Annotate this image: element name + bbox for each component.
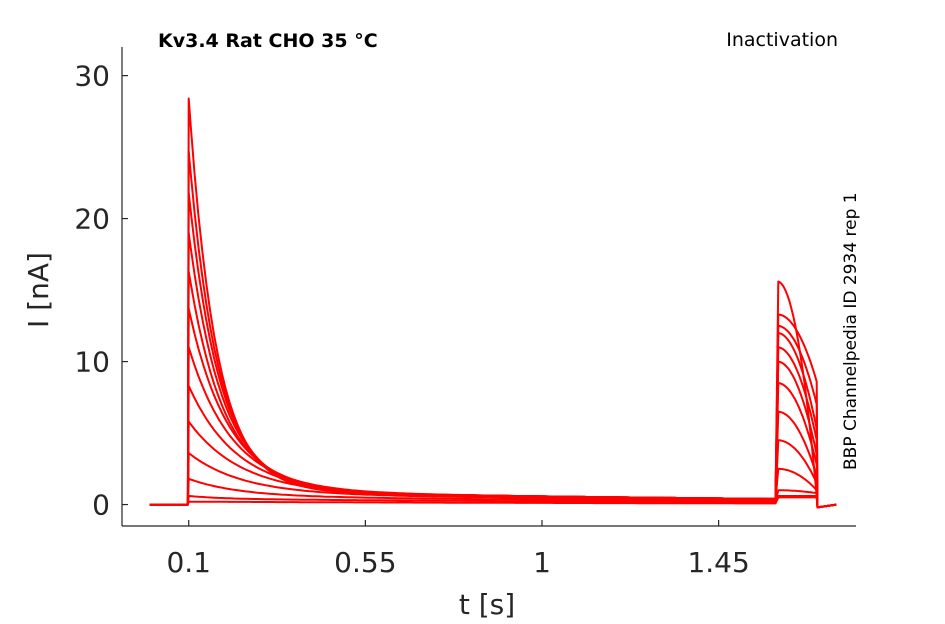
y-tick-label: 20 [74,203,110,236]
source-label: BBP Channelpedia ID 2934 rep 1 [841,192,861,470]
chart-subtitle: Inactivation [726,29,838,51]
x-axis-title: t [s] [459,588,515,621]
x-tick-label: 0.1 [166,546,211,579]
current-traces [149,97,837,509]
current-trace [149,496,837,509]
y-tick-label: 0 [92,489,110,522]
current-trace [149,191,837,509]
current-trace [149,231,837,509]
x-axis-ticks: 0.1 0.55 1 1.45 [166,520,750,579]
current-trace [149,97,837,509]
current-trace [149,495,837,509]
x-tick-label: 1 [533,546,551,579]
chart-title: Kv3.4 Rat CHO 35 °C [158,30,378,52]
y-tick-label: 30 [74,60,110,93]
y-axis-ticks: 0 10 20 30 [74,60,128,522]
y-axis-title: I [nA] [22,252,55,328]
current-trace [149,307,837,509]
current-trace [149,384,837,509]
current-trace [149,477,837,509]
y-tick-label: 10 [74,346,110,379]
x-tick-label: 0.55 [334,546,396,579]
x-tick-label: 1.45 [687,546,749,579]
